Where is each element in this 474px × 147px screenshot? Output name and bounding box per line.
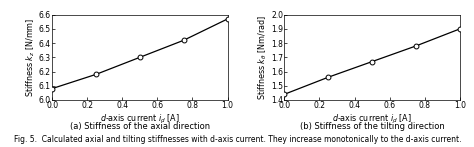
X-axis label: $d$-axis current $i_d$ [A]: $d$-axis current $i_d$ [A] xyxy=(100,112,180,125)
Text: (a) Stiffness of the axial direction: (a) Stiffness of the axial direction xyxy=(70,122,210,131)
Text: Fig. 5.  Calculated axial and tilting stiffnesses with d-axis current. They incr: Fig. 5. Calculated axial and tilting sti… xyxy=(14,135,462,144)
Text: (b) Stiffness of the tilting direction: (b) Stiffness of the tilting direction xyxy=(300,122,445,131)
Y-axis label: Stiffness $k_{\theta}$ [Nm/rad]: Stiffness $k_{\theta}$ [Nm/rad] xyxy=(256,15,269,100)
Y-axis label: Stiffness $k_z$ [N/mm]: Stiffness $k_z$ [N/mm] xyxy=(24,18,36,97)
X-axis label: $d$-axis current $i_d$ [A]: $d$-axis current $i_d$ [A] xyxy=(332,112,412,125)
